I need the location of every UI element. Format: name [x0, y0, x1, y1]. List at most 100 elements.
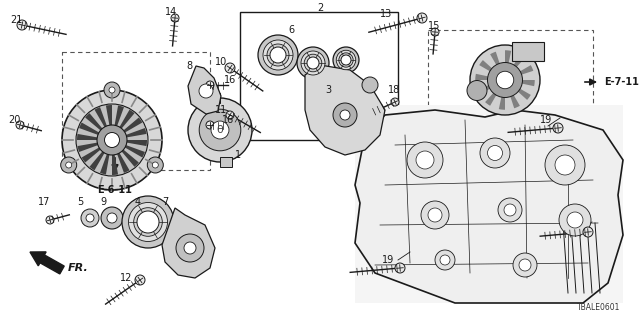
Wedge shape — [79, 123, 112, 140]
Circle shape — [46, 216, 54, 224]
Text: 8: 8 — [186, 61, 192, 71]
Circle shape — [76, 104, 148, 176]
Wedge shape — [82, 140, 112, 163]
Circle shape — [109, 87, 115, 93]
Text: 18: 18 — [388, 85, 400, 95]
Bar — [428, 30, 593, 140]
Circle shape — [17, 20, 27, 30]
Text: 5: 5 — [77, 197, 83, 207]
Circle shape — [498, 198, 522, 222]
Circle shape — [553, 123, 563, 133]
Circle shape — [435, 250, 455, 270]
Circle shape — [199, 109, 241, 151]
Circle shape — [395, 263, 405, 273]
Text: 19: 19 — [382, 255, 394, 265]
Text: TBALE0601: TBALE0601 — [577, 303, 620, 312]
Wedge shape — [112, 117, 142, 140]
Wedge shape — [505, 80, 531, 100]
Circle shape — [416, 151, 434, 169]
Circle shape — [134, 208, 163, 236]
Wedge shape — [490, 52, 505, 80]
Text: 16: 16 — [224, 75, 236, 85]
Wedge shape — [477, 80, 505, 95]
Text: 19: 19 — [572, 217, 584, 227]
Circle shape — [225, 63, 235, 73]
Bar — [355, 105, 623, 303]
Circle shape — [513, 253, 537, 277]
Circle shape — [184, 242, 196, 254]
Text: FR.: FR. — [68, 263, 89, 273]
Circle shape — [61, 157, 77, 173]
Text: 16: 16 — [222, 115, 234, 125]
Circle shape — [504, 204, 516, 216]
Circle shape — [101, 207, 123, 229]
Wedge shape — [499, 80, 505, 110]
Circle shape — [301, 51, 325, 75]
Wedge shape — [112, 140, 145, 157]
Circle shape — [391, 98, 399, 106]
Circle shape — [440, 255, 450, 265]
Circle shape — [470, 45, 540, 115]
Text: E-6-11: E-6-11 — [97, 185, 132, 195]
Circle shape — [226, 111, 234, 119]
Circle shape — [545, 145, 585, 185]
Circle shape — [267, 44, 289, 66]
Circle shape — [206, 81, 214, 89]
Circle shape — [431, 28, 439, 36]
Wedge shape — [112, 128, 147, 140]
Text: E-7-11: E-7-11 — [604, 77, 639, 87]
Wedge shape — [112, 110, 134, 140]
Circle shape — [199, 84, 213, 98]
Wedge shape — [77, 140, 112, 152]
Wedge shape — [100, 140, 112, 174]
Wedge shape — [90, 140, 112, 170]
Text: 2: 2 — [317, 3, 323, 13]
Circle shape — [129, 203, 168, 242]
Text: 12: 12 — [120, 273, 132, 283]
Circle shape — [496, 71, 514, 89]
Circle shape — [104, 132, 120, 148]
Circle shape — [567, 212, 583, 228]
Circle shape — [297, 47, 329, 79]
Circle shape — [340, 110, 350, 120]
Circle shape — [152, 162, 158, 168]
Wedge shape — [479, 60, 505, 80]
Circle shape — [480, 138, 510, 168]
Circle shape — [488, 146, 502, 161]
Text: 21: 21 — [10, 15, 22, 25]
Circle shape — [263, 40, 293, 70]
Wedge shape — [112, 106, 124, 140]
Circle shape — [336, 50, 356, 70]
Bar — [209, 93, 220, 103]
Circle shape — [188, 98, 252, 162]
Circle shape — [176, 234, 204, 262]
Circle shape — [362, 77, 378, 93]
Text: 4: 4 — [135, 197, 141, 207]
Polygon shape — [188, 66, 221, 114]
Wedge shape — [112, 140, 118, 175]
Circle shape — [104, 82, 120, 98]
Circle shape — [304, 54, 322, 72]
Wedge shape — [112, 140, 147, 146]
Circle shape — [258, 35, 298, 75]
Circle shape — [339, 53, 353, 67]
Wedge shape — [112, 140, 139, 167]
Bar — [220, 156, 232, 166]
Bar — [240, 12, 398, 140]
Circle shape — [421, 201, 449, 229]
Circle shape — [62, 90, 162, 190]
Circle shape — [519, 259, 531, 271]
Circle shape — [171, 14, 179, 22]
Wedge shape — [112, 140, 129, 173]
Wedge shape — [505, 54, 525, 80]
Wedge shape — [505, 50, 511, 80]
FancyArrow shape — [30, 252, 64, 274]
Bar — [62, 52, 210, 170]
Text: 7: 7 — [162, 197, 168, 207]
Circle shape — [428, 208, 442, 222]
Wedge shape — [77, 134, 112, 140]
Text: 10: 10 — [215, 57, 227, 67]
Text: 14: 14 — [165, 7, 177, 17]
Wedge shape — [485, 80, 505, 106]
Text: 1: 1 — [235, 150, 241, 160]
